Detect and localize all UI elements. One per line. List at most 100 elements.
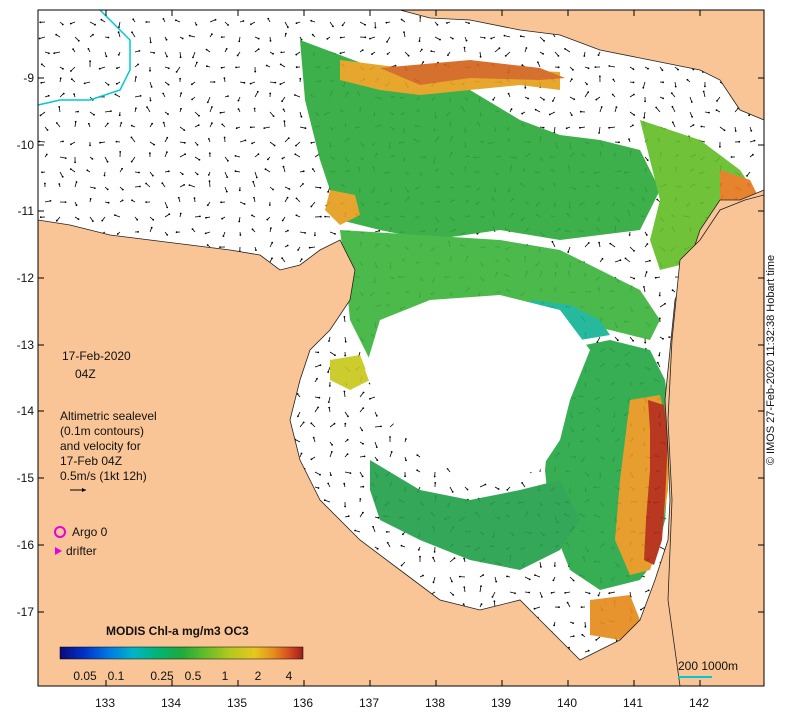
- x-tick-label: 133: [94, 696, 116, 710]
- velocity-arrowhead: [619, 259, 622, 262]
- velocity-arrowhead: [632, 81, 635, 84]
- velocity-arrowhead: [227, 24, 230, 26]
- velocity-arrowhead: [400, 18, 403, 21]
- velocity-arrow: [295, 153, 301, 158]
- velocity-arrow: [314, 471, 321, 476]
- velocity-arrowhead: [130, 160, 133, 163]
- x-tick-label: 142: [688, 696, 710, 710]
- velocity-arrowhead: [91, 158, 94, 160]
- velocity-arrow: [224, 171, 228, 178]
- velocity-arrowhead: [490, 37, 493, 40]
- velocity-arrowhead: [540, 566, 542, 568]
- velocity-arrowhead: [220, 36, 223, 38]
- velocity-arrowhead: [138, 171, 140, 174]
- velocity-arrowhead: [616, 339, 619, 342]
- velocity-arrowhead: [273, 144, 276, 147]
- velocity-arrowhead: [286, 196, 289, 199]
- velocity-arrowhead: [716, 100, 718, 102]
- velocity-arrowhead: [658, 294, 661, 297]
- velocity-arrowhead: [691, 115, 693, 118]
- velocity-arrowhead: [106, 160, 109, 163]
- velocity-arrowhead: [226, 176, 229, 179]
- velocity-arrowhead: [150, 86, 153, 88]
- velocity-arrowhead: [179, 212, 182, 215]
- velocity-arrowhead: [503, 34, 506, 37]
- velocity-arrowhead: [243, 203, 246, 205]
- velocity-arrow: [449, 557, 455, 563]
- velocity-arrowhead: [430, 50, 433, 52]
- velocity-arrowhead: [220, 66, 223, 69]
- velocity-arrowhead: [58, 106, 61, 108]
- velocity-arrowhead: [149, 41, 152, 44]
- velocity-arrowhead: [64, 157, 67, 160]
- velocity-arrowhead: [107, 201, 110, 204]
- velocity-arrowhead: [587, 91, 590, 93]
- velocity-arrowhead: [331, 444, 333, 446]
- velocity-arrowhead: [362, 485, 365, 488]
- velocity-arrowhead: [300, 452, 303, 455]
- velocity-arrow: [134, 95, 141, 98]
- velocity-arrowhead: [645, 234, 648, 236]
- velocity-arrowhead: [433, 475, 436, 478]
- velocity-arrowhead: [167, 113, 169, 115]
- velocity-arrowhead: [633, 93, 635, 96]
- velocity-arrow: [719, 126, 725, 131]
- velocity-arrowhead: [118, 114, 121, 117]
- velocity-arrowhead: [165, 38, 168, 41]
- title-time: 04Z: [75, 367, 96, 381]
- velocity-arrow: [89, 21, 96, 26]
- velocity-arrowhead: [295, 197, 298, 200]
- velocity-arrow: [70, 66, 76, 72]
- isobath-line: [38, 10, 131, 106]
- chl-orange-west: [325, 190, 360, 225]
- velocity-arrow: [264, 126, 271, 129]
- velocity-arrowhead: [570, 78, 573, 81]
- velocity-arrowhead: [579, 126, 581, 129]
- velocity-arrowhead: [664, 302, 666, 305]
- y-tick-label: -9: [23, 71, 34, 85]
- velocity-arrowhead: [400, 544, 403, 547]
- velocity-arrowhead: [541, 596, 543, 598]
- scale-label: 200 1000m: [678, 659, 739, 673]
- velocity-arrowhead: [330, 474, 332, 476]
- velocity-arrowhead: [55, 122, 58, 124]
- velocity-arrowhead: [267, 158, 269, 161]
- velocity-arrowhead: [255, 249, 257, 252]
- velocity-arrowhead: [343, 482, 346, 485]
- velocity-arrowhead: [319, 186, 322, 189]
- velocity-arrowhead: [264, 168, 267, 171]
- velocity-arrowhead: [300, 258, 303, 261]
- velocity-arrowhead: [479, 55, 482, 58]
- velocity-arrowhead: [343, 390, 346, 393]
- argo-icon: [54, 526, 66, 538]
- velocity-arrowhead: [166, 151, 168, 154]
- velocity-arrowhead: [498, 47, 501, 50]
- velocity-arrowhead: [595, 639, 598, 641]
- velocity-arrowhead: [117, 53, 120, 56]
- velocity-arrowhead: [250, 23, 252, 26]
- velocity-arrowhead: [312, 436, 315, 439]
- velocity-arrow: [59, 171, 64, 177]
- velocity-arrowhead: [565, 127, 568, 130]
- velocity-arrowhead: [439, 38, 441, 41]
- velocity-arrowhead: [314, 234, 316, 237]
- velocity-arrow: [614, 259, 621, 263]
- velocity-arrowhead: [198, 114, 200, 117]
- velocity-arrowhead: [551, 240, 554, 243]
- velocity-arrow: [494, 47, 500, 53]
- velocity-arrowhead: [287, 229, 289, 232]
- velocity-arrow: [386, 36, 391, 43]
- velocity-arrowhead: [302, 183, 304, 185]
- velocity-arrowhead: [40, 63, 43, 66]
- velocity-arrowhead: [548, 113, 551, 116]
- velocity-arrowhead: [587, 67, 590, 70]
- velocity-arrowhead: [267, 17, 270, 20]
- velocity-arrowhead: [107, 83, 110, 86]
- velocity-arrowhead: [162, 92, 165, 95]
- velocity-arrowhead: [167, 170, 170, 173]
- velocity-arrowhead: [55, 33, 58, 36]
- colorbar: [59, 646, 304, 660]
- velocity-arrowhead: [282, 108, 285, 111]
- velocity-arrowhead: [255, 176, 258, 179]
- velocity-arrowhead: [451, 580, 453, 583]
